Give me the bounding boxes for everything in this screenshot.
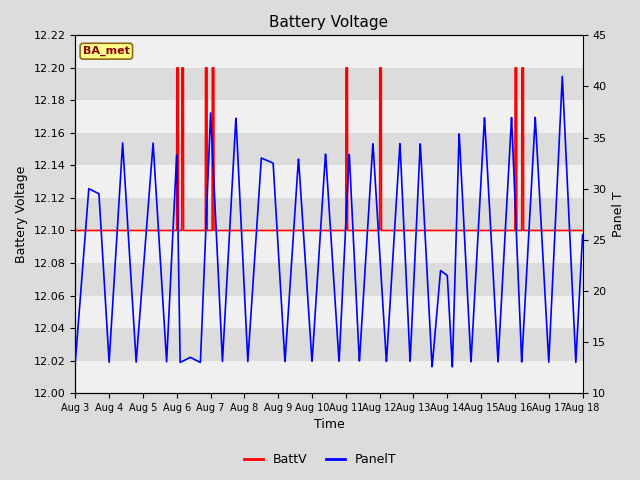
Legend: BattV, PanelT: BattV, PanelT: [239, 448, 401, 471]
Text: BA_met: BA_met: [83, 46, 130, 56]
Bar: [76, 166, 582, 198]
Y-axis label: Battery Voltage: Battery Voltage: [15, 166, 28, 263]
Bar: [76, 230, 582, 263]
Bar: [76, 100, 582, 133]
Title: Battery Voltage: Battery Voltage: [269, 15, 388, 30]
Bar: [76, 360, 582, 393]
Bar: [76, 296, 582, 328]
Bar: [76, 36, 582, 68]
Y-axis label: Panel T: Panel T: [612, 192, 625, 237]
X-axis label: Time: Time: [314, 419, 344, 432]
